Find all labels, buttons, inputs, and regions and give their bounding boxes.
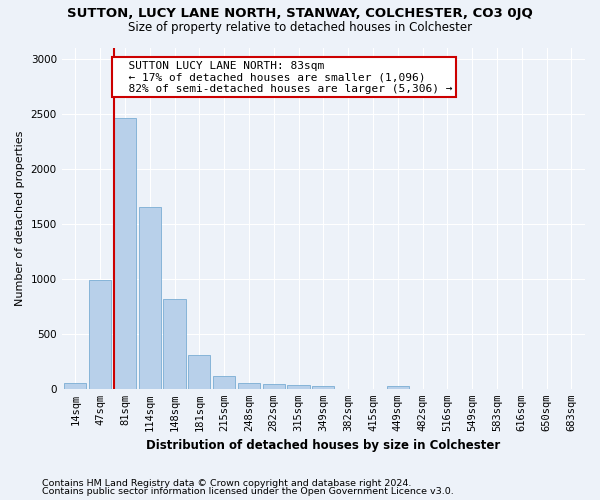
Bar xyxy=(139,207,161,389)
Bar xyxy=(163,298,185,389)
X-axis label: Distribution of detached houses by size in Colchester: Distribution of detached houses by size … xyxy=(146,440,500,452)
Bar xyxy=(287,385,310,389)
Text: Size of property relative to detached houses in Colchester: Size of property relative to detached ho… xyxy=(128,21,472,34)
Bar xyxy=(238,384,260,389)
Bar xyxy=(312,386,334,389)
Text: SUTTON, LUCY LANE NORTH, STANWAY, COLCHESTER, CO3 0JQ: SUTTON, LUCY LANE NORTH, STANWAY, COLCHE… xyxy=(67,8,533,20)
Bar xyxy=(386,386,409,389)
Text: Contains HM Land Registry data © Crown copyright and database right 2024.: Contains HM Land Registry data © Crown c… xyxy=(42,478,412,488)
Bar xyxy=(64,384,86,389)
Y-axis label: Number of detached properties: Number of detached properties xyxy=(15,130,25,306)
Bar xyxy=(263,384,285,389)
Bar xyxy=(89,280,111,389)
Bar xyxy=(114,118,136,389)
Bar xyxy=(213,376,235,389)
Bar xyxy=(188,355,211,389)
Text: Contains public sector information licensed under the Open Government Licence v3: Contains public sector information licen… xyxy=(42,487,454,496)
Text: SUTTON LUCY LANE NORTH: 83sqm
  ← 17% of detached houses are smaller (1,096)
  8: SUTTON LUCY LANE NORTH: 83sqm ← 17% of d… xyxy=(115,60,452,94)
